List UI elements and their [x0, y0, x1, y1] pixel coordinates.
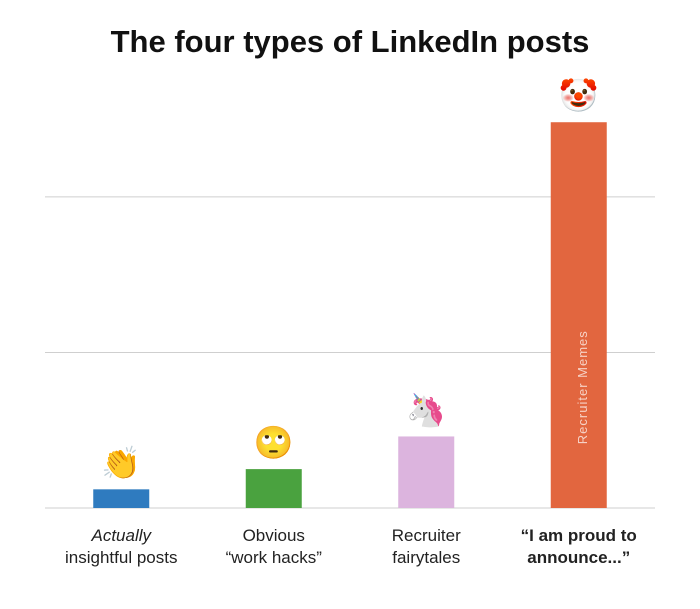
x-tick-label: Obvious “work hacks” [225, 526, 322, 567]
bar [550, 122, 607, 508]
bar [93, 489, 150, 508]
bar [245, 469, 302, 508]
x-tick-label: Actually insightful posts [65, 526, 178, 567]
icon: 👏 [101, 445, 141, 481]
icon: 🤡 [559, 78, 599, 114]
x-tick-label: “I am proud to announce...” [520, 526, 637, 567]
icon: 🦄 [406, 392, 446, 428]
watermark: Recruiter Memes [575, 330, 590, 444]
x-tick-label: Recruiter fairytales [391, 526, 461, 567]
bar [398, 436, 455, 508]
icon: 🙄 [254, 425, 294, 461]
chart-title: The four types of LinkedIn posts [111, 24, 590, 59]
